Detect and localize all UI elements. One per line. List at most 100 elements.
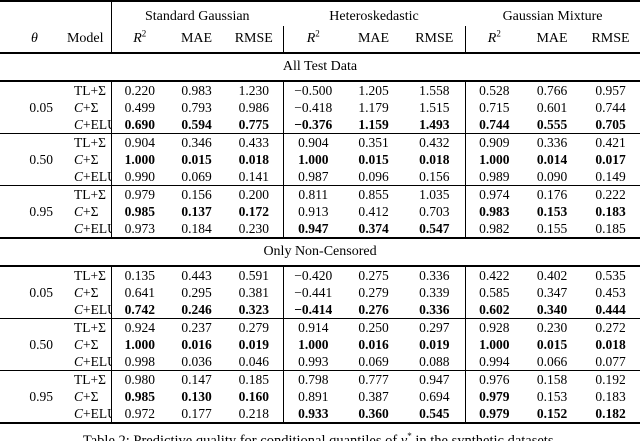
table-row: C+ELU0.690 0.594 0.775 −0.376 1.159 1.493 0.74… xyxy=(0,116,640,134)
metric-column-header: MAE xyxy=(536,31,568,46)
metric-value: 0.909 xyxy=(464,133,524,151)
group-header-gaussian-mixture: Gaussian Mixture xyxy=(502,9,603,24)
metric-value: 0.374 xyxy=(358,221,389,236)
calligraphic-c: C xyxy=(74,152,84,167)
metric-value: 0.947 xyxy=(282,220,343,238)
metric-value: 0.176 xyxy=(523,185,582,203)
metric-value: 0.703 xyxy=(419,204,450,219)
section-row: Only Non-Censored xyxy=(0,237,640,267)
metric-value: 0.891 xyxy=(282,388,343,405)
calligraphic-c: C xyxy=(74,302,84,317)
metric-value: 0.015 xyxy=(536,337,568,352)
metric-value: 0.744 xyxy=(464,116,524,134)
metric-value: 0.742 xyxy=(110,301,168,319)
table-header: Standard Gaussian Heteroskedastic Gaussi… xyxy=(0,1,640,53)
metric-value: 0.015 xyxy=(181,152,212,167)
metric-column-header: R2 xyxy=(464,26,524,53)
metric-value: 0.017 xyxy=(595,152,626,167)
metric-value: 0.014 xyxy=(536,152,568,167)
metric-value: 0.158 xyxy=(523,370,582,388)
metric-value: 0.744 xyxy=(595,100,626,115)
metric-value: 0.135 xyxy=(110,265,168,284)
metric-value: 0.777 xyxy=(343,370,404,388)
calligraphic-c: C xyxy=(74,117,84,132)
metric-value: 0.387 xyxy=(358,389,389,404)
metric-value: 0.547 xyxy=(419,221,450,236)
metric-value: 0.976 xyxy=(464,370,524,388)
model-label: C+Σ xyxy=(74,204,99,219)
table-body: All Test Data 0.05 TL+Σ 0.220 0.983 1.230 −0.5… xyxy=(0,52,640,423)
metric-value: 0.555 xyxy=(536,117,568,132)
column-header-row: θ Model R2 MAE RMSE R2 MAE RMSE R2 MAE RMSE xyxy=(0,26,640,53)
model-label: TL+Σ xyxy=(60,265,111,284)
metric-value: 0.985 xyxy=(110,203,168,220)
metric-value: 0.811 xyxy=(282,185,343,203)
calligraphic-c: C xyxy=(74,204,84,219)
theta-value: 0.05 xyxy=(0,80,60,134)
metric-value: 0.594 xyxy=(181,117,212,132)
metric-value: 0.979 xyxy=(464,388,524,405)
metric-value: 0.096 xyxy=(358,169,389,184)
metric-value: 0.200 xyxy=(225,185,283,203)
metric-column-header: R2 xyxy=(282,26,343,53)
metric-column-header: RMSE xyxy=(234,31,273,46)
metric-value: 0.279 xyxy=(225,318,283,336)
metric-value: 0.705 xyxy=(595,117,626,132)
metric-value: −0.414 xyxy=(282,301,343,319)
metric-value: 0.297 xyxy=(404,318,466,336)
metric-value: 0.172 xyxy=(238,204,269,219)
metric-value: 0.360 xyxy=(358,406,389,421)
metric-value: 0.545 xyxy=(419,406,450,421)
metric-value: 0.185 xyxy=(595,221,626,236)
model-label: TL+Σ xyxy=(60,80,111,99)
table-row: C+ELU0.973 0.184 0.230 0.947 0.374 0.547 0.982… xyxy=(0,220,640,238)
metric-value: −0.500 xyxy=(282,80,343,99)
model-label: C+ELU xyxy=(74,354,111,369)
metric-value: 0.340 xyxy=(536,302,568,317)
metric-value: 0.499 xyxy=(110,99,168,116)
metric-value: 0.147 xyxy=(168,370,225,388)
calligraphic-c: C xyxy=(74,285,84,300)
table-row: C+ELU0.998 0.036 0.046 0.993 0.069 0.088 0.994… xyxy=(0,353,640,371)
model-label: C+Σ xyxy=(74,100,99,115)
model-label: C+ELU xyxy=(74,406,111,421)
calligraphic-c: C xyxy=(74,389,84,404)
metric-value: 0.279 xyxy=(358,285,389,300)
metric-value: 0.983 xyxy=(168,80,225,99)
metric-value: 0.980 xyxy=(110,370,168,388)
metric-value: 0.766 xyxy=(523,80,582,99)
metric-value: 0.432 xyxy=(404,133,466,151)
metric-value: 1.000 xyxy=(282,336,343,353)
theta-value: 0.05 xyxy=(0,265,60,319)
metric-value: 0.137 xyxy=(181,204,212,219)
theta-value: 0.95 xyxy=(0,370,60,423)
caption-suffix: in the synthetic datasets. xyxy=(411,432,558,441)
metric-value: 0.275 xyxy=(343,265,404,284)
metric-value: 0.088 xyxy=(419,354,450,369)
model-label: C+Σ xyxy=(74,389,99,404)
metric-column-header: RMSE xyxy=(591,31,630,46)
metric-value: 0.973 xyxy=(110,220,168,238)
metric-value: 0.272 xyxy=(581,318,640,336)
metric-value: 0.422 xyxy=(464,265,524,284)
metric-value: 0.591 xyxy=(225,265,283,284)
metric-value: 0.775 xyxy=(238,117,269,132)
table-row: 0.50 TL+Σ 0.904 0.346 0.433 0.904 0.351 0.432 0.… xyxy=(0,133,640,186)
metric-value: 0.220 xyxy=(110,80,168,99)
group-header-heteroskedastic: Heteroskedastic xyxy=(329,9,419,24)
metric-value: 0.069 xyxy=(181,169,212,184)
metric-value: 0.069 xyxy=(358,354,389,369)
metric-value: 1.558 xyxy=(404,80,466,99)
table-row: 0.05 TL+Σ 0.220 0.983 1.230 −0.500 1.205 1.558 0… xyxy=(0,80,640,134)
metric-value: 0.346 xyxy=(168,133,225,151)
metric-value: 0.433 xyxy=(225,133,283,151)
metric-value: 0.914 xyxy=(282,318,343,336)
metric-value: −0.420 xyxy=(282,265,343,284)
calligraphic-c: C xyxy=(74,221,84,236)
metric-value: 0.182 xyxy=(595,406,626,421)
metric-value: 0.998 xyxy=(110,353,168,371)
metric-value: 0.421 xyxy=(581,133,640,151)
metric-value: 0.690 xyxy=(110,116,168,134)
metric-value: 0.156 xyxy=(168,185,225,203)
